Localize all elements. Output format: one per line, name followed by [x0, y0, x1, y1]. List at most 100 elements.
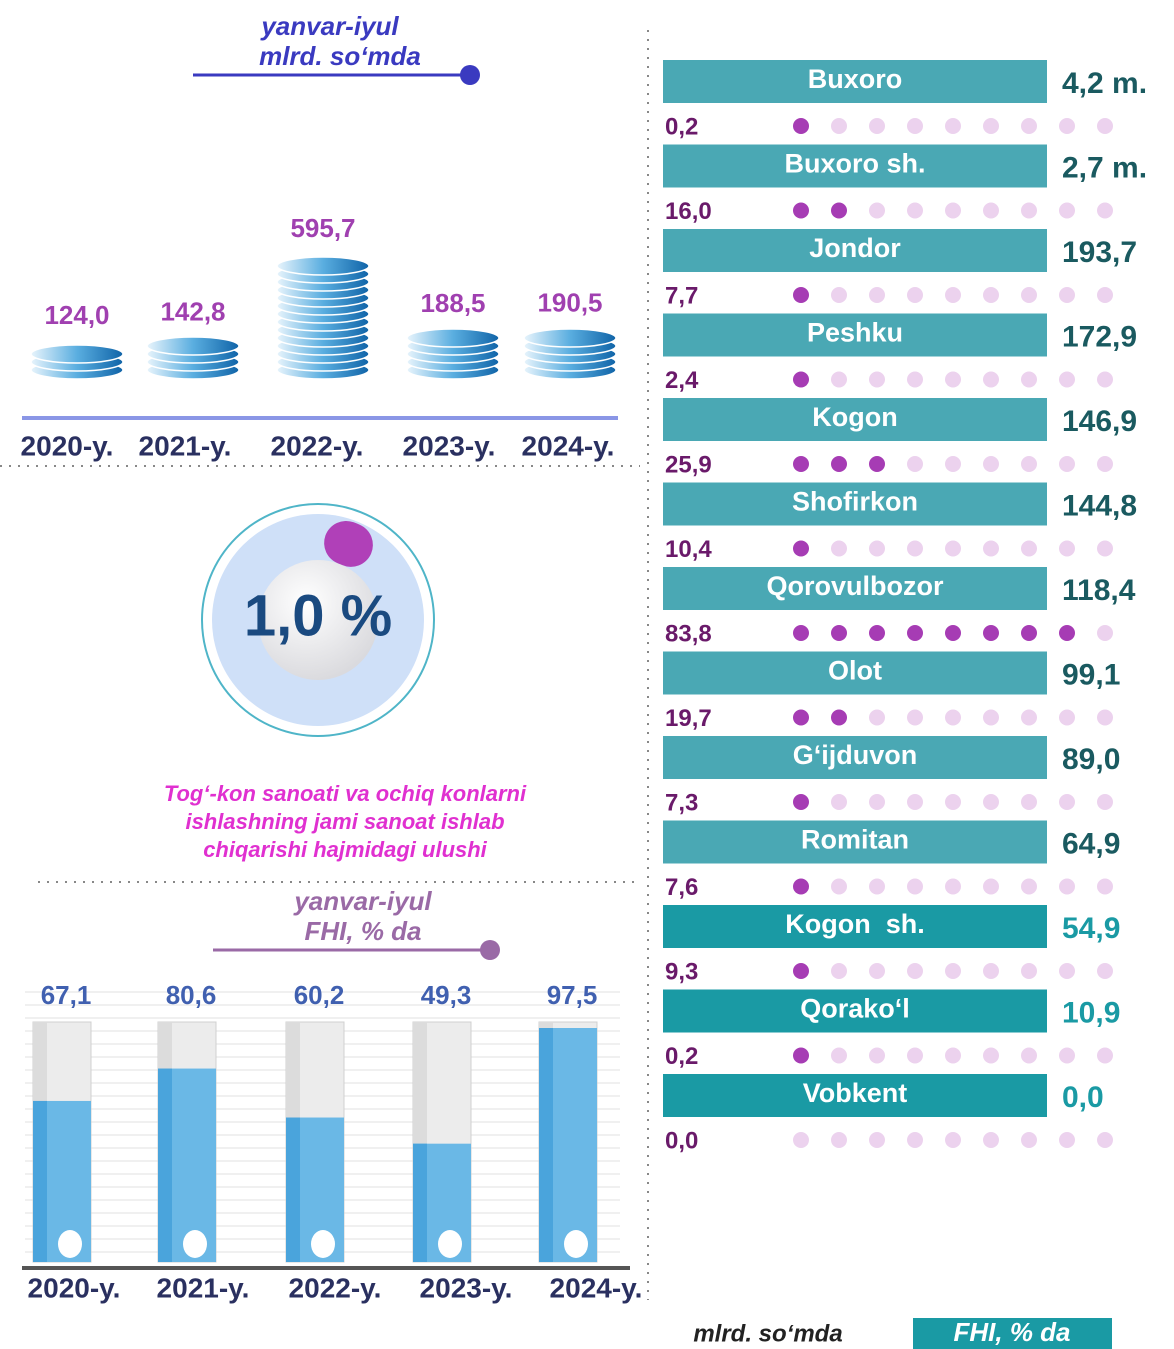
- gauge-arc: [346, 543, 351, 545]
- dot-empty: [1021, 203, 1037, 219]
- region-name: Peshku: [807, 318, 903, 348]
- dot-filled: [907, 625, 923, 641]
- fhi-label: 7,3: [665, 789, 698, 816]
- dot-empty: [945, 879, 961, 895]
- dot-empty: [1059, 710, 1075, 726]
- x-tick-label: 2021-y.: [139, 430, 232, 461]
- dot-empty: [945, 287, 961, 303]
- dot-empty: [1059, 1048, 1075, 1064]
- fhi-dots: [793, 287, 1113, 303]
- fhi-dots: [793, 1132, 1113, 1148]
- fhi-label: 0,0: [665, 1127, 698, 1154]
- bar-side: [158, 1069, 172, 1262]
- value-label: 190,5: [537, 288, 602, 318]
- dot-empty: [1097, 118, 1113, 134]
- region-name: Qorovulbozor: [767, 571, 944, 601]
- title-dot: [460, 65, 480, 85]
- region-name: Shofirkon: [792, 487, 918, 517]
- dot-empty: [907, 287, 923, 303]
- fhi-label: 83,8: [665, 620, 712, 647]
- dot-filled: [1059, 625, 1075, 641]
- dot-empty: [907, 879, 923, 895]
- dot-filled: [869, 456, 885, 472]
- dot-empty: [831, 1132, 847, 1148]
- fhi-label: 25,9: [665, 451, 712, 478]
- dot-empty: [907, 118, 923, 134]
- dot-empty: [945, 456, 961, 472]
- dot-empty: [983, 541, 999, 557]
- dot-empty: [907, 963, 923, 979]
- dot-empty: [1097, 1048, 1113, 1064]
- region-value: 172,9: [1062, 320, 1137, 353]
- dot-empty: [831, 963, 847, 979]
- region-name: Buxoro sh.: [784, 149, 925, 179]
- dot-filled: [1021, 625, 1037, 641]
- region-value: 64,9: [1062, 827, 1120, 860]
- dot-empty: [945, 203, 961, 219]
- x-tick-label: 2024-y.: [522, 430, 615, 461]
- dot-empty: [1059, 879, 1075, 895]
- dot-empty: [945, 1132, 961, 1148]
- region-value: 2,7 m.: [1062, 151, 1147, 184]
- bar-side: [286, 1118, 300, 1262]
- dot-empty: [1059, 456, 1075, 472]
- bar-side: [33, 1101, 47, 1262]
- dot-empty: [983, 372, 999, 388]
- fhi-label: 16,0: [665, 198, 712, 225]
- fhi-label: 9,3: [665, 958, 698, 985]
- region-name: Vobkent: [803, 1078, 908, 1108]
- legend-label: FHI, % da: [953, 1317, 1070, 1347]
- coin: [147, 337, 239, 355]
- dot-empty: [983, 794, 999, 810]
- region-value: 54,9: [1062, 912, 1120, 945]
- region-value: 193,7: [1062, 236, 1137, 269]
- dot-empty: [869, 879, 885, 895]
- dot-empty: [831, 118, 847, 134]
- dot-filled: [831, 625, 847, 641]
- dot-filled: [793, 118, 809, 134]
- dot-filled: [831, 710, 847, 726]
- dot-empty: [907, 1132, 923, 1148]
- dot-empty: [1021, 456, 1037, 472]
- dot-empty: [907, 710, 923, 726]
- caption: chiqarishi hajmidagi ulushi: [203, 837, 487, 862]
- bubble: [58, 1230, 82, 1258]
- x-tick-label: 2020-y.: [28, 1272, 121, 1303]
- dot-filled: [793, 287, 809, 303]
- dot-empty: [1021, 541, 1037, 557]
- dot-empty: [869, 1132, 885, 1148]
- chart-title: yanvar-iyul: [292, 886, 432, 916]
- dot-empty: [945, 118, 961, 134]
- fhi-dots: [793, 372, 1113, 388]
- dot-empty: [831, 1048, 847, 1064]
- region-name: Jondor: [809, 233, 901, 263]
- coin-stack: [147, 337, 239, 379]
- dot-empty: [945, 1048, 961, 1064]
- dot-empty: [907, 1048, 923, 1064]
- dot-empty: [869, 541, 885, 557]
- bubble: [311, 1230, 335, 1258]
- legend-label: mlrd. so‘mda: [693, 1320, 842, 1347]
- x-tick-label: 2024-y.: [550, 1272, 643, 1303]
- dot-empty: [1059, 287, 1075, 303]
- region-name: Romitan: [801, 825, 909, 855]
- dot-empty: [1097, 963, 1113, 979]
- infographic: yanvar-iyulmlrd. so‘mda124,02020-y.142,8…: [0, 0, 1174, 1349]
- coin-stack: [31, 345, 123, 379]
- dot-empty: [869, 203, 885, 219]
- region-value: 144,8: [1062, 489, 1137, 522]
- fhi-dots: [793, 456, 1113, 472]
- bar-side: [413, 1144, 427, 1262]
- region-value: 118,4: [1062, 574, 1136, 607]
- dot-empty: [869, 372, 885, 388]
- coin-stack: [407, 329, 499, 379]
- dot-filled: [793, 372, 809, 388]
- value-label: 595,7: [290, 213, 355, 243]
- dot-empty: [1021, 794, 1037, 810]
- dot-empty: [1021, 287, 1037, 303]
- dot-filled: [945, 625, 961, 641]
- dot-empty: [907, 456, 923, 472]
- dot-empty: [907, 203, 923, 219]
- dot-empty: [983, 963, 999, 979]
- x-tick-label: 2023-y.: [403, 430, 496, 461]
